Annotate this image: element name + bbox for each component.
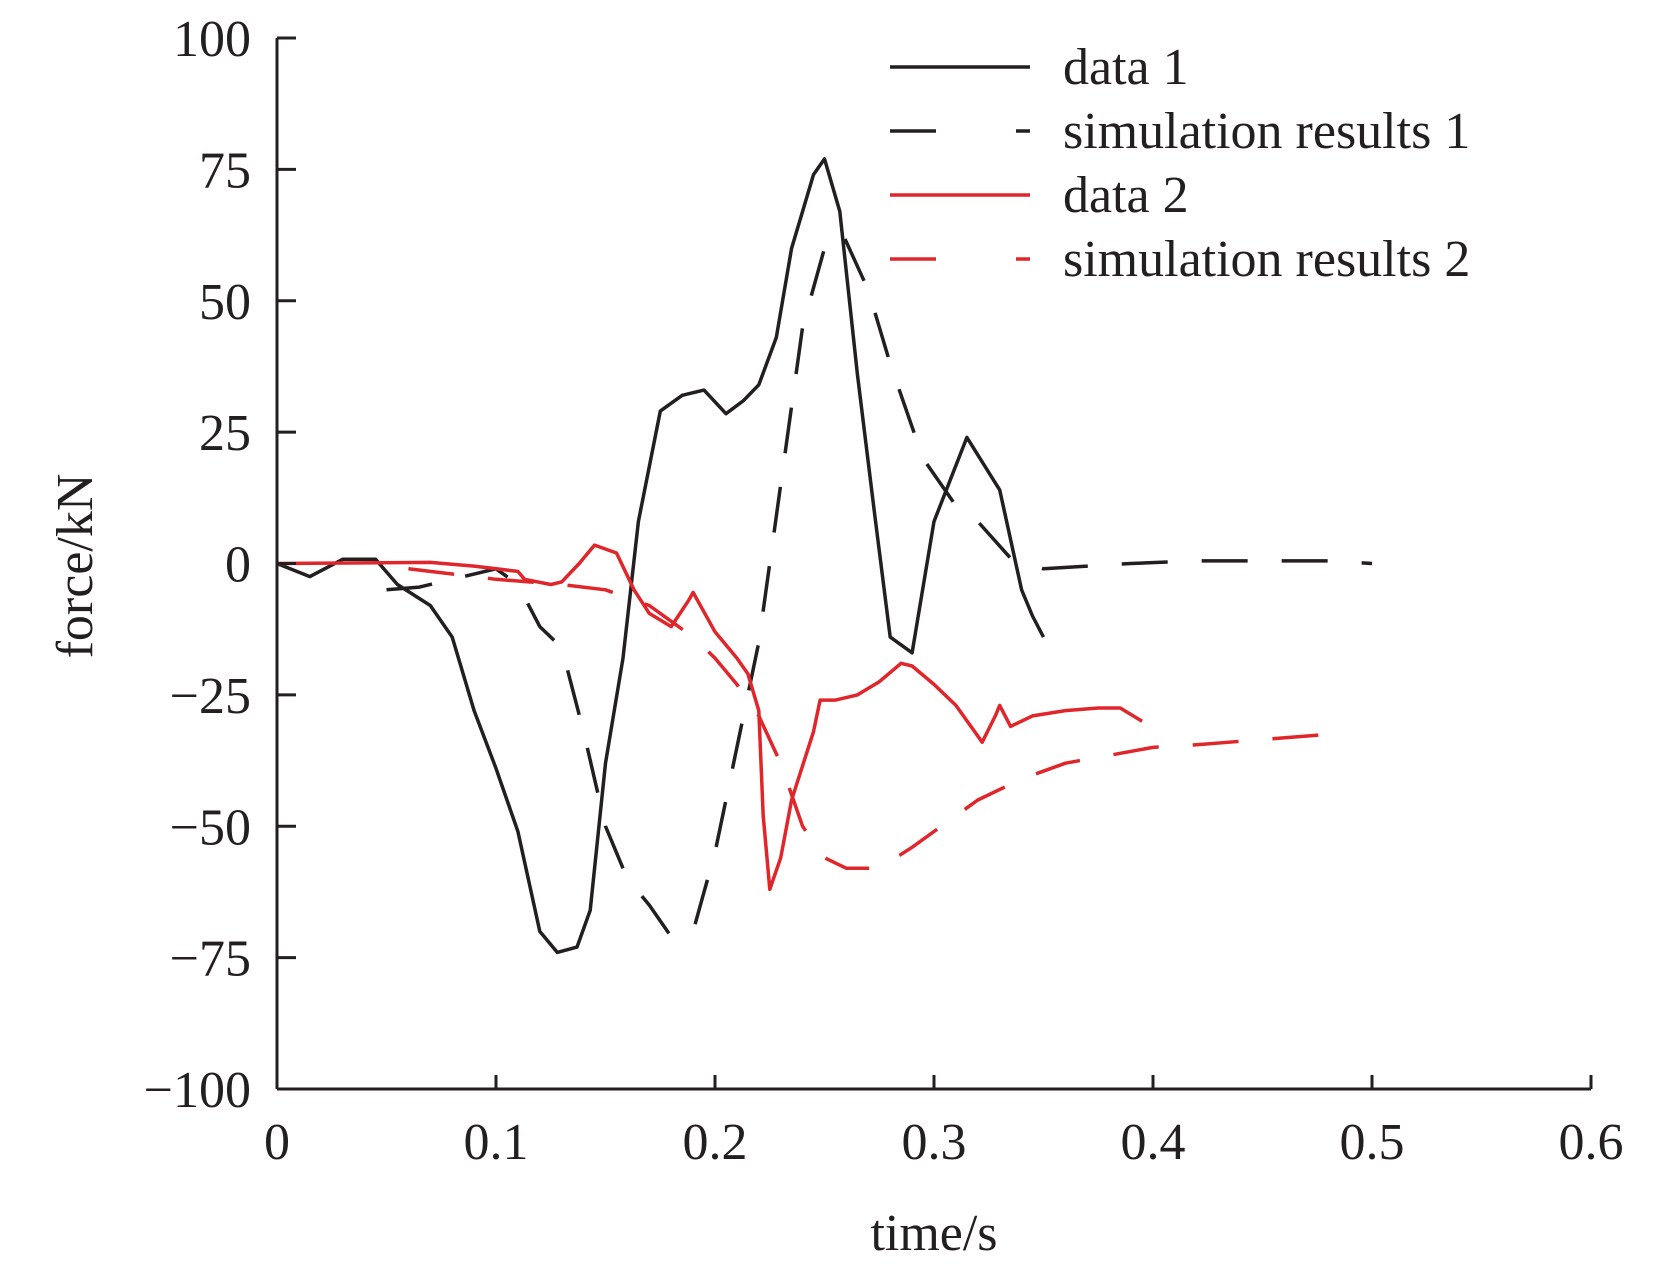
- y-tick-label: 0: [225, 537, 251, 594]
- x-tick-label: 0.4: [1121, 1114, 1186, 1171]
- x-tick-label: 0.6: [1559, 1114, 1624, 1171]
- legend-label-2: simulation results 1: [1063, 103, 1470, 160]
- x-axis-title: time/s: [870, 1205, 997, 1262]
- x-tick-label: 0.5: [1340, 1114, 1405, 1171]
- y-tick-label: −50: [170, 799, 251, 856]
- y-tick-label: −25: [170, 668, 251, 725]
- y-tick-label: 25: [199, 405, 251, 462]
- y-tick-label: 100: [173, 11, 251, 68]
- axis-ticks: 0 0.1 0.2 0.3 0.4 0.5 0.6 100 75 50 25 0 −25 −50 −75 −1…: [144, 11, 1624, 1171]
- legend-label-3: data 2: [1063, 167, 1189, 224]
- y-tick-label: 75: [199, 142, 251, 199]
- series-line-4: [408, 567, 1351, 871]
- x-tick-label: 0.1: [464, 1114, 529, 1171]
- y-axis-title: force/kN: [47, 474, 104, 659]
- y-tick-label: −100: [144, 1062, 251, 1119]
- legend-label-4: simulation results 2: [1063, 231, 1470, 288]
- legend-label-1: data 1: [1063, 39, 1189, 96]
- series-line-3: [276, 543, 1144, 892]
- x-tick-label: 0.3: [902, 1114, 967, 1171]
- series-line-2: [386, 230, 1373, 939]
- legend: data 1 simulation results 1 data 2 simulati…: [890, 39, 1470, 288]
- series-line-1: [276, 157, 1046, 955]
- x-tick-label: 0.2: [683, 1114, 748, 1171]
- y-tick-label: −75: [170, 931, 251, 988]
- series-lines: [276, 157, 1373, 955]
- y-tick-label: 50: [199, 274, 251, 331]
- x-tick-label: 0: [264, 1114, 290, 1171]
